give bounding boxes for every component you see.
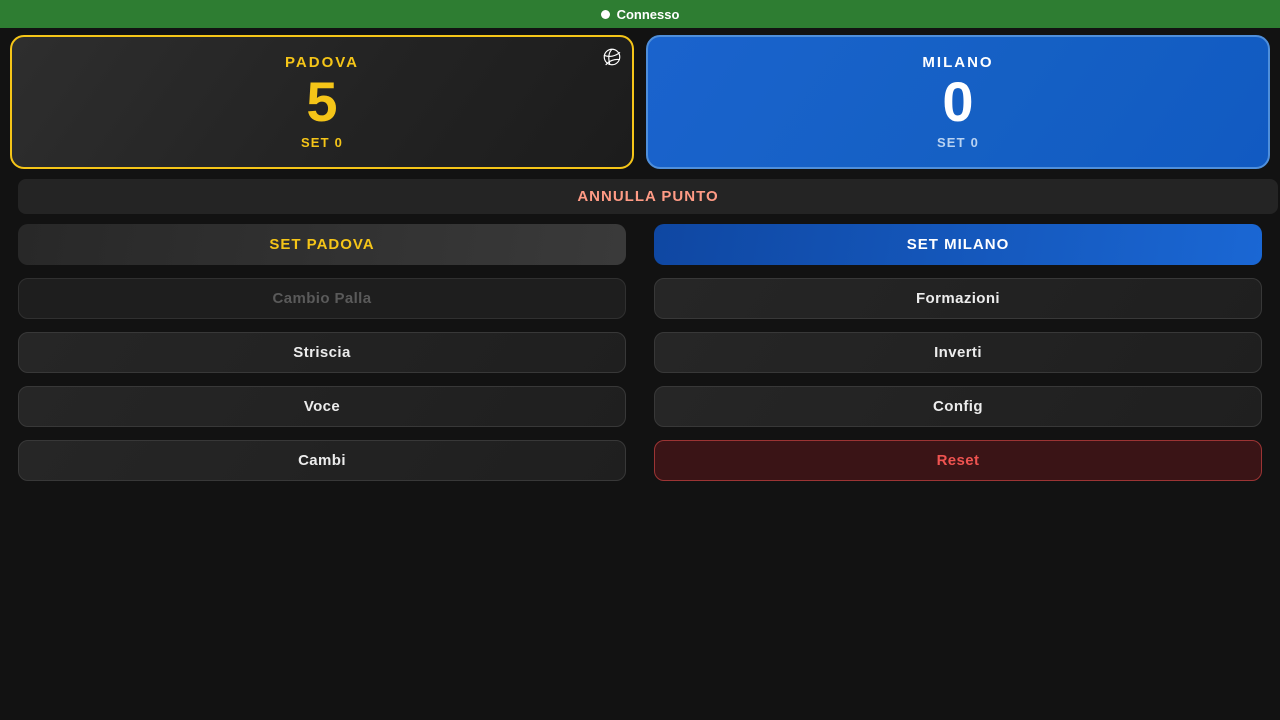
connection-status-label: Connesso [616, 6, 680, 22]
action-buttons-grid: SET PADOVA SET MILANO Cambio Palla Forma… [18, 224, 1262, 481]
team-name-padova: PADOVA [285, 54, 359, 72]
connection-status-bar: Connesso [0, 0, 1280, 28]
team-set-count-padova: SET 0 [300, 134, 344, 150]
team-set-count-milano: SET 0 [936, 134, 980, 150]
cambi-button[interactable]: Cambi [18, 440, 626, 481]
set-milano-button[interactable]: SET MILANO [654, 224, 1262, 265]
volleyball-icon [602, 47, 622, 67]
team-score-milano: 0 [942, 70, 974, 134]
reset-button[interactable]: Reset [654, 440, 1262, 481]
volleyball-scoreboard-app: Connesso PADOVA 5 SET 0 MILANO 0 SET 0 A… [0, 0, 1280, 481]
team-score-padova: 5 [306, 70, 338, 134]
striscia-button[interactable]: Striscia [18, 332, 626, 373]
team-card-padova[interactable]: PADOVA 5 SET 0 [10, 35, 634, 169]
formazioni-button[interactable]: Formazioni [654, 278, 1262, 319]
team-name-milano: MILANO [922, 54, 994, 72]
score-cards: PADOVA 5 SET 0 MILANO 0 SET 0 [10, 35, 1270, 169]
inverti-button[interactable]: Inverti [654, 332, 1262, 373]
config-button[interactable]: Config [654, 386, 1262, 427]
annulla-punto-button[interactable]: ANNULLA PUNTO [18, 179, 1278, 214]
team-card-milano[interactable]: MILANO 0 SET 0 [646, 35, 1270, 169]
cambio-palla-button[interactable]: Cambio Palla [18, 278, 626, 319]
status-dot-icon [600, 9, 610, 19]
set-padova-button[interactable]: SET PADOVA [18, 224, 626, 265]
voce-button[interactable]: Voce [18, 386, 626, 427]
